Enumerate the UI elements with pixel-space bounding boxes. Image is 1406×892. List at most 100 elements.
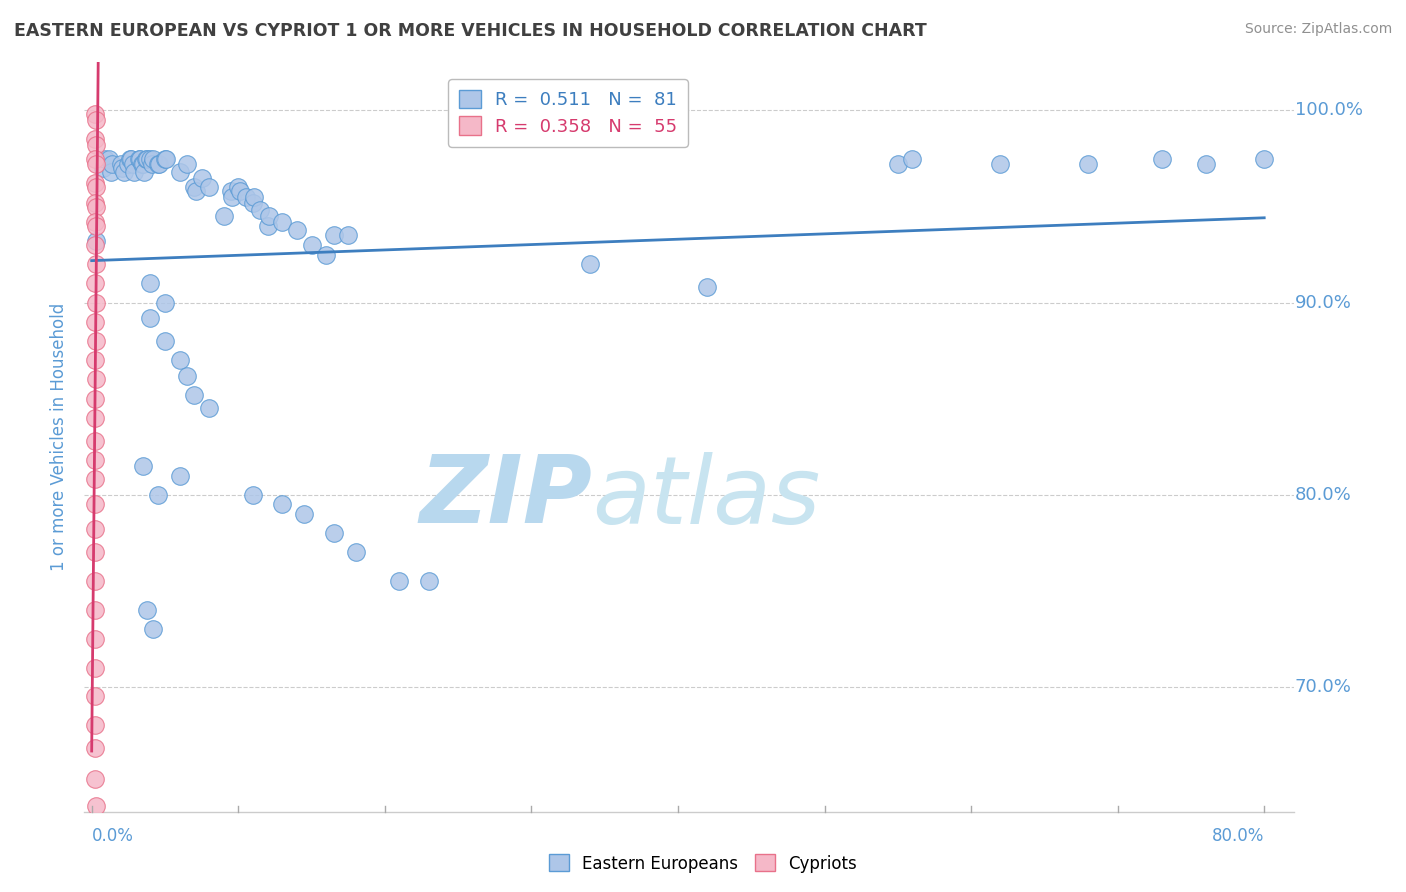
- Point: [83, 132, 105, 146]
- Point: [132, 157, 155, 171]
- Point: [169, 165, 191, 179]
- Point: [242, 195, 264, 210]
- Point: [139, 152, 162, 166]
- Point: [271, 215, 294, 229]
- Point: [242, 488, 264, 502]
- Point: [183, 180, 205, 194]
- Point: [337, 228, 360, 243]
- Point: [696, 280, 718, 294]
- Point: [83, 522, 105, 536]
- Text: 80.0%: 80.0%: [1212, 827, 1264, 845]
- Point: [344, 545, 367, 559]
- Point: [83, 177, 105, 191]
- Point: [141, 157, 163, 171]
- Text: EASTERN EUROPEAN VS CYPRIOT 1 OR MORE VEHICLES IN HOUSEHOLD CORRELATION CHART: EASTERN EUROPEAN VS CYPRIOT 1 OR MORE VE…: [14, 22, 927, 40]
- Point: [84, 113, 107, 128]
- Point: [139, 310, 162, 325]
- Point: [190, 170, 212, 185]
- Point: [887, 157, 910, 171]
- Point: [98, 152, 121, 166]
- Point: [1150, 152, 1173, 166]
- Text: Source: ZipAtlas.com: Source: ZipAtlas.com: [1244, 22, 1392, 37]
- Point: [84, 372, 107, 386]
- Point: [285, 222, 308, 236]
- Text: 90.0%: 90.0%: [1295, 293, 1351, 311]
- Point: [83, 690, 105, 704]
- Point: [128, 152, 150, 166]
- Point: [83, 603, 105, 617]
- Point: [83, 434, 105, 448]
- Point: [176, 157, 198, 171]
- Point: [84, 157, 107, 171]
- Point: [84, 334, 107, 348]
- Text: 70.0%: 70.0%: [1295, 678, 1351, 696]
- Point: [101, 157, 124, 171]
- Point: [301, 238, 323, 252]
- Point: [83, 772, 105, 786]
- Point: [169, 468, 191, 483]
- Point: [901, 152, 924, 166]
- Point: [219, 184, 242, 198]
- Point: [122, 165, 145, 179]
- Point: [83, 277, 105, 291]
- Point: [418, 574, 440, 589]
- Point: [83, 453, 105, 467]
- Point: [292, 507, 315, 521]
- Legend: Eastern Europeans, Cypriots: Eastern Europeans, Cypriots: [543, 847, 863, 880]
- Point: [136, 603, 159, 617]
- Point: [148, 157, 170, 171]
- Point: [84, 257, 107, 271]
- Text: 80.0%: 80.0%: [1295, 486, 1351, 504]
- Point: [198, 401, 221, 416]
- Point: [142, 622, 165, 636]
- Point: [120, 152, 142, 166]
- Point: [131, 157, 153, 171]
- Point: [112, 165, 135, 179]
- Point: [84, 219, 107, 233]
- Point: [83, 632, 105, 646]
- Point: [136, 152, 159, 166]
- Point: [83, 392, 105, 406]
- Point: [83, 238, 105, 252]
- Point: [94, 152, 117, 166]
- Point: [84, 138, 107, 153]
- Point: [322, 228, 344, 243]
- Point: [155, 152, 177, 166]
- Point: [110, 157, 132, 171]
- Legend: R =  0.511   N =  81, R =  0.358   N =  55: R = 0.511 N = 81, R = 0.358 N = 55: [449, 79, 688, 146]
- Point: [153, 334, 176, 348]
- Point: [100, 165, 122, 179]
- Point: [271, 497, 294, 511]
- Point: [184, 184, 207, 198]
- Point: [83, 741, 105, 756]
- Point: [84, 234, 107, 248]
- Point: [118, 152, 141, 166]
- Point: [176, 368, 198, 383]
- Point: [83, 107, 105, 121]
- Point: [153, 295, 176, 310]
- Point: [83, 472, 105, 486]
- Point: [228, 184, 250, 198]
- Text: 100.0%: 100.0%: [1295, 102, 1362, 120]
- Point: [235, 190, 257, 204]
- Text: atlas: atlas: [592, 451, 821, 542]
- Point: [83, 660, 105, 674]
- Point: [83, 353, 105, 368]
- Point: [83, 315, 105, 329]
- Point: [183, 388, 205, 402]
- Point: [83, 410, 105, 425]
- Point: [1077, 157, 1099, 171]
- Point: [83, 497, 105, 511]
- Point: [990, 157, 1012, 171]
- Point: [83, 195, 105, 210]
- Point: [121, 157, 143, 171]
- Point: [129, 152, 152, 166]
- Point: [142, 152, 165, 166]
- Point: [1194, 157, 1216, 171]
- Point: [134, 165, 156, 179]
- Y-axis label: 1 or more Vehicles in Household: 1 or more Vehicles in Household: [51, 303, 69, 571]
- Point: [221, 190, 243, 204]
- Point: [315, 247, 337, 261]
- Point: [146, 488, 169, 502]
- Point: [83, 215, 105, 229]
